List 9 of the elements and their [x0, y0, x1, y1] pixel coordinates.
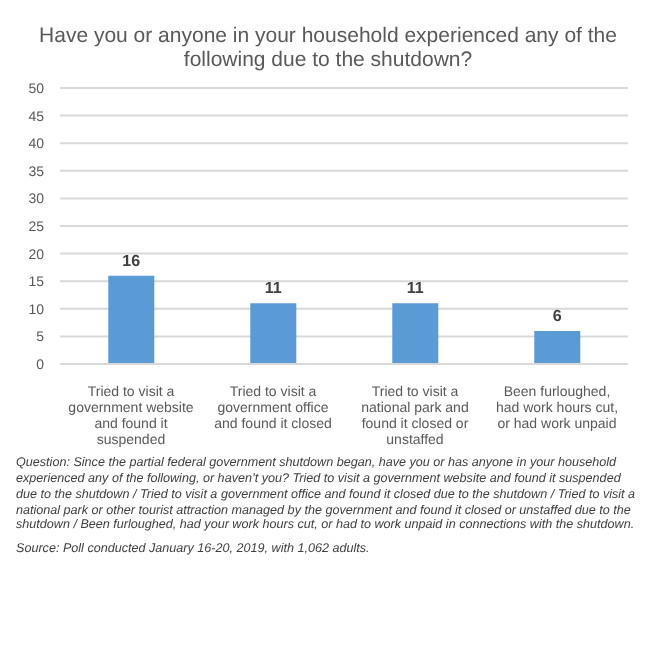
bar	[108, 275, 155, 364]
bar	[534, 330, 581, 364]
bar	[250, 303, 297, 364]
chart-title: Have you or anyone in your household experienced any of the following due to the shutdown?	[37, 22, 619, 72]
bar	[392, 303, 439, 364]
data-label: 11	[406, 279, 425, 298]
data-label: 11	[264, 279, 283, 298]
data-label: 16	[122, 251, 142, 270]
data-label: 6	[552, 306, 563, 325]
